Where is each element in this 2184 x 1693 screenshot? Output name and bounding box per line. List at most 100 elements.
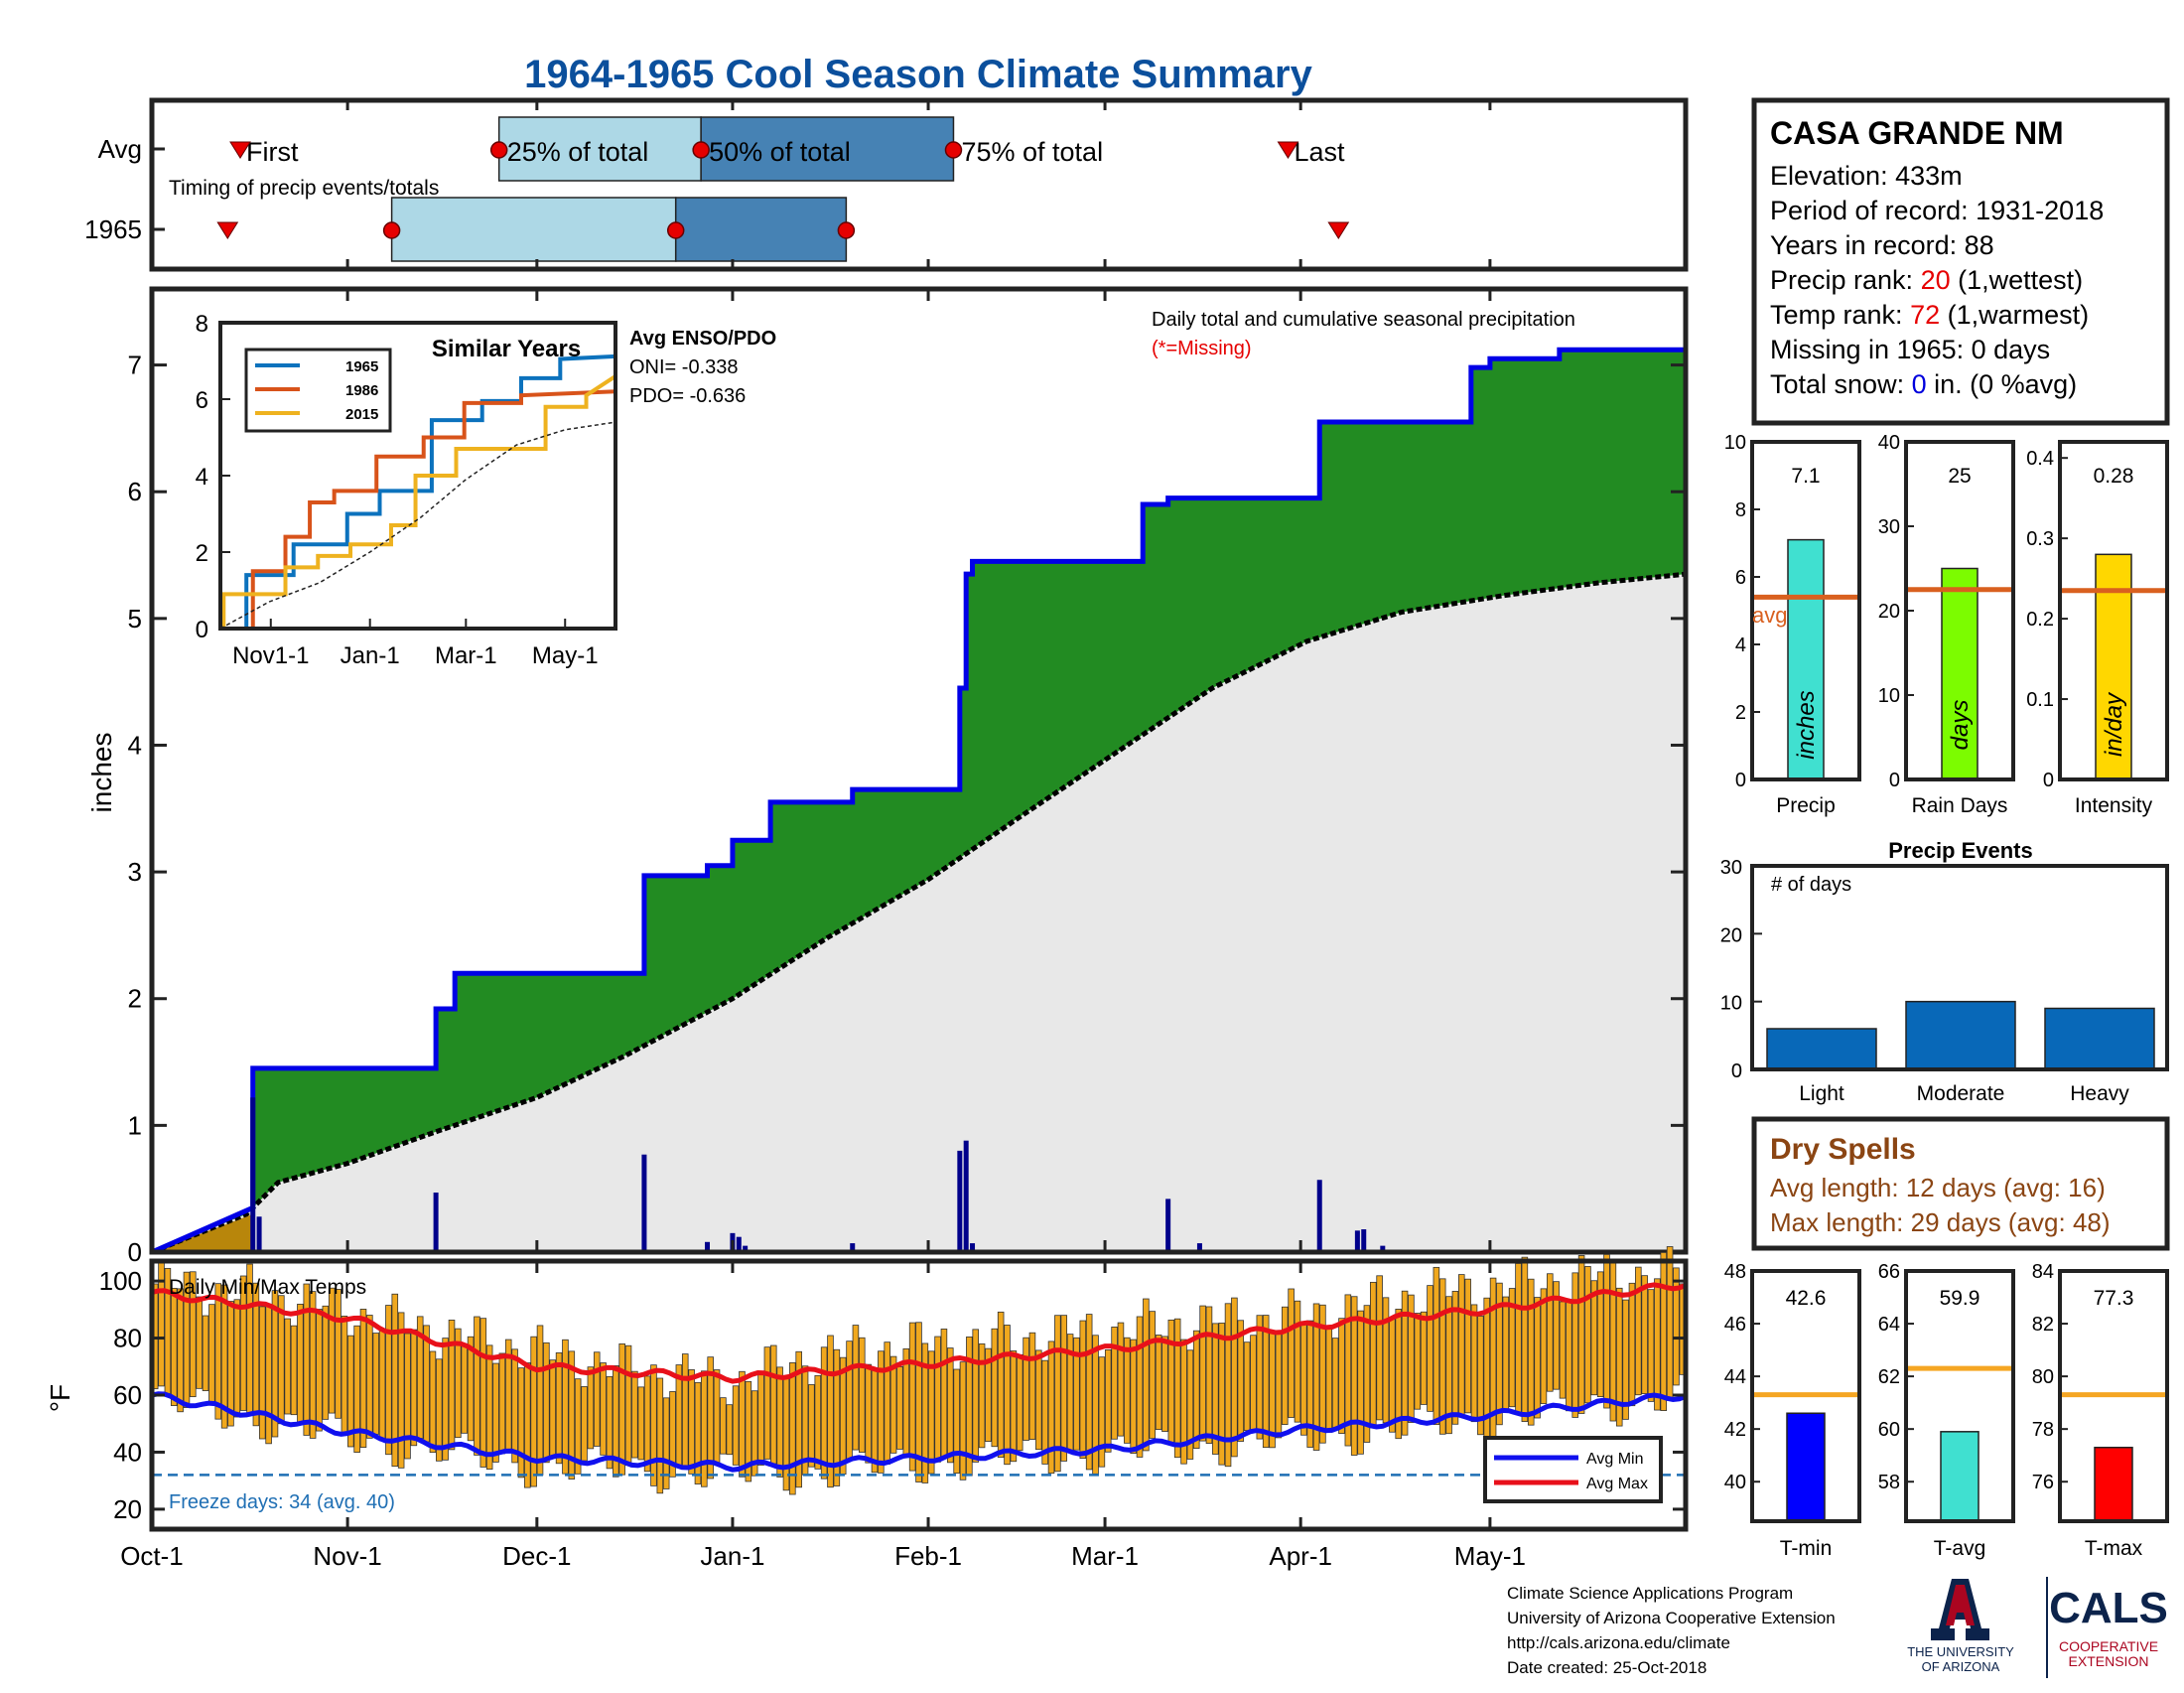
timing-avg-75-marker	[944, 141, 963, 159]
temps-ytick-label: 100	[99, 1266, 142, 1296]
daily-temp-bar	[1338, 1318, 1345, 1435]
daily-temp-bar	[940, 1329, 948, 1458]
daily-temp-bar	[1483, 1297, 1491, 1443]
cumulative-1965-line	[150, 347, 1686, 1255]
tmin-tick-label: 40	[1724, 1472, 1746, 1493]
daily-temp-bar	[555, 1352, 563, 1465]
precip-event-label: Heavy	[2070, 1082, 2129, 1105]
similar-year-line-1986	[220, 389, 616, 631]
daily-temp-bar	[359, 1309, 367, 1449]
daily-temp-bar	[1237, 1320, 1245, 1442]
daily-temp-bar	[1521, 1256, 1529, 1422]
daily-temp-bar	[1647, 1289, 1655, 1402]
daily-temp-bar	[820, 1346, 828, 1480]
date-tick-label: Jan-1	[700, 1541, 764, 1571]
daily-temp-bar	[322, 1305, 330, 1420]
daily-temp-bar	[1464, 1278, 1471, 1414]
daily-temp-bar	[1451, 1291, 1459, 1425]
precip-event-label: Light	[1799, 1082, 1844, 1105]
daily-temp-bar	[1603, 1253, 1610, 1409]
raindays-tick-label: 40	[1878, 432, 1900, 454]
daily-temp-bar	[1389, 1317, 1396, 1433]
daily-temp-bar	[1445, 1296, 1452, 1435]
daily-temp-bar	[1173, 1318, 1181, 1459]
daily-temp-bar	[808, 1384, 815, 1468]
tmax-bar	[2094, 1446, 2133, 1522]
ua-a-letter	[1946, 1585, 1975, 1625]
daily-temp-bar	[606, 1375, 614, 1470]
precip-panel: 0 1 2 3 4 5 6 7 inches Daily total and cumulati…	[86, 286, 1689, 1267]
similar-years-inset: 0 2 4 6 8 Nov1-1 Jan-1 Mar-1 May-1 Similar Years…	[196, 311, 777, 669]
intensity-tick-label: 0.3	[2026, 528, 2054, 550]
daily-temp-bar	[220, 1284, 228, 1429]
daily-temp-bar	[1256, 1315, 1264, 1440]
daily-temp-bar	[574, 1378, 582, 1475]
timing-year-bar-q1	[390, 197, 677, 262]
tavg-bar	[1940, 1431, 1979, 1522]
snow-prefix: Total snow:	[1770, 369, 1912, 399]
precip-rank-prefix: Precip rank:	[1770, 265, 1921, 295]
ua-line-2: OF ARIZONA	[1922, 1659, 2000, 1674]
date-tick-label: Dec-1	[502, 1541, 571, 1571]
daily-temp-bar	[1192, 1330, 1200, 1449]
intensity-vertical-label: in/day	[2101, 691, 2127, 757]
daily-temp-bar	[1331, 1338, 1339, 1429]
daily-temp-bar	[707, 1356, 714, 1480]
daily-temp-bar	[713, 1369, 721, 1466]
precip-ytick-label: 5	[128, 604, 142, 634]
date-tick-label: Feb-1	[894, 1541, 962, 1571]
inset-xtick-label: Mar-1	[435, 642, 497, 669]
timing-year-first-marker	[216, 221, 239, 239]
cumulative-average-line	[151, 571, 1687, 1255]
daily-temp-bar	[1395, 1309, 1402, 1440]
daily-temp-bar	[1300, 1322, 1307, 1436]
daily-temp-bar	[335, 1289, 341, 1419]
daily-temp-bar	[726, 1404, 734, 1456]
timing-panel-frame	[149, 97, 1689, 272]
daily-temp-bar	[461, 1343, 469, 1434]
daily-temp-bar	[341, 1316, 348, 1434]
tmin-tick-label: 44	[1724, 1366, 1746, 1388]
daily-temp-bar	[1117, 1322, 1125, 1437]
daily-temp-bar	[303, 1283, 311, 1436]
temp-rank-value: 72	[1910, 300, 1940, 330]
daily-temp-bar	[391, 1293, 399, 1468]
daily-temp-bar	[985, 1347, 992, 1443]
daily-temp-bar	[921, 1342, 929, 1483]
daily-temp-bar	[530, 1336, 537, 1487]
daily-temp-bar	[252, 1282, 260, 1427]
station-years: Years in record: 88	[1770, 230, 1994, 260]
page-title: 1964-1965 Cool Season Climate Summary	[524, 53, 1312, 96]
intensity-frame	[2058, 440, 2169, 781]
precip-event-bar-light	[1766, 1028, 1877, 1070]
tmax-tick-label: 84	[2032, 1261, 2054, 1283]
station-temp-rank: Temp rank: 72 (1,warmest)	[1770, 300, 2089, 330]
daily-precip-bar	[250, 1097, 256, 1252]
daily-precip-bar	[957, 1150, 963, 1252]
daily-temp-bar	[1312, 1303, 1320, 1451]
daily-temp-bar	[947, 1347, 954, 1464]
inset-legend-label-1965: 1965	[345, 358, 378, 375]
timing-markers	[216, 141, 1350, 239]
daily-temp-bar	[467, 1336, 475, 1442]
daily-temp-bar	[1023, 1337, 1029, 1441]
precip-label: Precip	[1776, 794, 1836, 817]
temps-ytick-label: 80	[113, 1324, 142, 1353]
footer-line-4: Date created: 25-Oct-2018	[1507, 1658, 1706, 1677]
enso-oni: ONI= -0.338	[629, 356, 739, 378]
daily-temp-bar	[934, 1336, 941, 1463]
daily-temp-bar	[694, 1381, 702, 1484]
timing-year-75-marker	[837, 221, 856, 239]
daily-temp-bar	[1496, 1282, 1503, 1426]
daily-temp-bar	[858, 1337, 866, 1453]
university-of-arizona-logo: THE UNIVERSITY OF ARIZONA	[1907, 1579, 2014, 1674]
daily-temp-bar	[511, 1348, 518, 1464]
precip-vertical-label: inches	[1793, 690, 1820, 759]
raindays-value: 25	[1948, 465, 1971, 488]
raindays-tick-label: 0	[1889, 770, 1900, 791]
timing-subtitle: Timing of precip events/totals	[169, 177, 439, 200]
precip-note: Daily total and cumulative seasonal prec…	[1152, 309, 1575, 331]
station-snow: Total snow: 0 in. (0 %avg)	[1770, 369, 2077, 399]
avg-min-line	[151, 1391, 1687, 1473]
daily-temp-bar	[1427, 1285, 1433, 1412]
